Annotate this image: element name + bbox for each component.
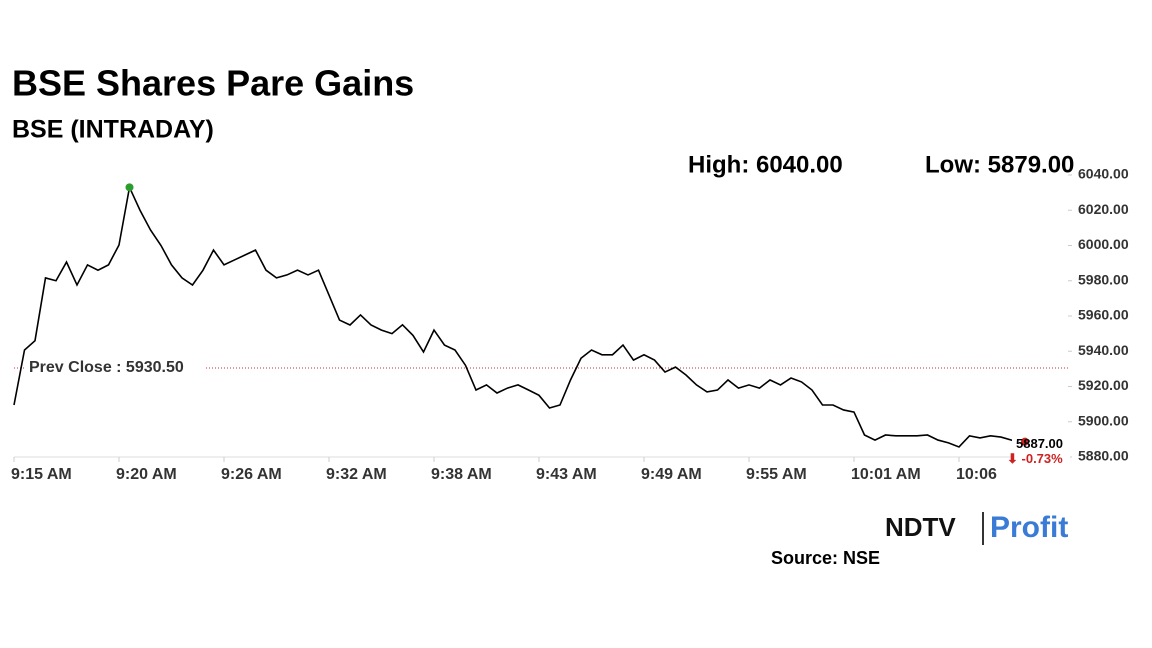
x-tick-label: 9:38 AM <box>431 466 492 483</box>
y-tick-label: 5900.00 <box>1078 412 1129 428</box>
x-tick-label: 9:32 AM <box>326 466 387 483</box>
change-label: ⬇ -0.73% <box>1007 451 1063 466</box>
x-tick-label: 9:43 AM <box>536 466 597 483</box>
y-tick-label: 5980.00 <box>1078 271 1129 287</box>
y-tick-label: 6040.00 <box>1078 166 1129 182</box>
y-tick-label: 5940.00 <box>1078 342 1129 358</box>
x-tick-label: 9:20 AM <box>116 466 177 483</box>
high-dot <box>125 183 134 192</box>
x-tick-label: 10:06 <box>956 466 997 483</box>
x-tick-label: 10:01 AM <box>851 466 921 483</box>
logo-profit: Profit <box>990 511 1068 544</box>
chart-title: BSE Shares Pare Gains <box>12 63 414 104</box>
y-tick-label: 5960.00 <box>1078 307 1129 323</box>
high-text: High: 6040.00 <box>688 151 843 178</box>
prev-close-bg <box>24 357 206 378</box>
prev-close-label: Prev Close : 5930.50 <box>29 359 184 376</box>
chart-subtitle: BSE (INTRADAY) <box>12 116 214 144</box>
price-line <box>13 184 1065 448</box>
source: Source: NSE <box>771 548 880 568</box>
y-tick-label: 6000.00 <box>1078 236 1129 252</box>
low-text: Low: 5879.00 <box>925 151 1074 178</box>
x-tick-label: 9:26 AM <box>221 466 282 483</box>
x-tick-label: 9:55 AM <box>746 466 807 483</box>
x-tick-label: 9:49 AM <box>641 466 702 483</box>
y-tick-label: 5880.00 <box>1078 448 1129 464</box>
last-price-marker <box>1021 437 1029 446</box>
y-tick-label: 6020.00 <box>1078 201 1129 217</box>
x-tick-label: 9:15 AM <box>11 466 72 483</box>
y-tick-label: 5920.00 <box>1078 377 1129 393</box>
logo-ndtv: NDTV <box>885 512 956 542</box>
last-price-label: 5887.00 <box>1016 436 1063 451</box>
